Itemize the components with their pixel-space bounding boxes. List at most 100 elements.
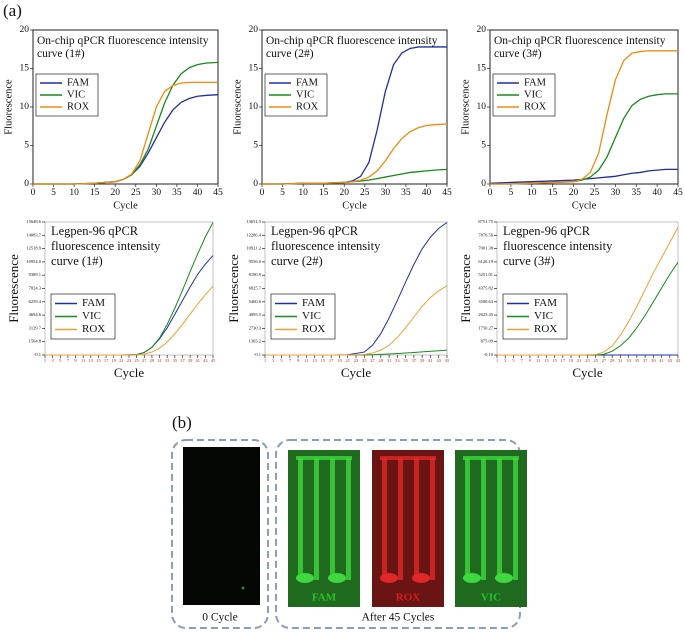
y-tick-label: 15648.6 bbox=[26, 219, 41, 224]
y-tick-label: 875.09 bbox=[481, 339, 494, 344]
x-tick-label: 27 bbox=[602, 358, 607, 363]
x-tick-label: 11 bbox=[536, 358, 540, 363]
image-caption: 0 Cycle bbox=[202, 612, 237, 624]
x-axis-label: Cycle bbox=[572, 365, 603, 380]
x-tick-label: 40 bbox=[422, 188, 432, 198]
y-tick-label: 1564.8 bbox=[29, 339, 42, 344]
x-axis-label: Cycle bbox=[113, 200, 138, 211]
chart: -0.1 1365.2 2730.3 4095.5 5460.6 6825.7 8190.9… bbox=[226, 219, 450, 380]
chip-image bbox=[183, 447, 260, 605]
x-tick-label: 10 bbox=[298, 188, 308, 198]
x-tick-label: 45 bbox=[442, 188, 452, 198]
x-tick-label: 33 bbox=[165, 358, 170, 363]
y-tick-label: 5 bbox=[481, 141, 486, 151]
x-tick-label: 31 bbox=[618, 358, 623, 363]
channel bbox=[296, 456, 352, 460]
x-tick-label: 35 bbox=[172, 188, 182, 198]
x-tick-label: 35 bbox=[173, 358, 178, 363]
legend-label: VIC bbox=[296, 89, 314, 100]
panel-label: (a) bbox=[3, 1, 22, 20]
y-tick-label: 8190.9 bbox=[249, 272, 262, 277]
chart-title: Legpen-96 qPCR fluorescence intensity cu… bbox=[271, 224, 381, 268]
chart-title: On-chip qPCR fluorescence intensity curv… bbox=[37, 35, 209, 60]
x-tick-label: 30 bbox=[381, 188, 391, 198]
y-axis-label: Fluorescence bbox=[226, 254, 241, 323]
y-tick-label: 15 bbox=[477, 64, 487, 74]
x-tick-label: 11 bbox=[81, 358, 85, 363]
x-tick-label: 31 bbox=[387, 358, 392, 363]
x-tick-label: 19 bbox=[569, 358, 574, 363]
x-tick-label: 21 bbox=[577, 358, 582, 363]
legend-label: FAM bbox=[296, 77, 319, 88]
y-tick-label: 6126.19 bbox=[478, 259, 493, 264]
channel bbox=[430, 458, 435, 580]
series-line bbox=[262, 123, 448, 185]
x-tick-label: 35 bbox=[631, 188, 641, 198]
x-tick-label: 41 bbox=[428, 358, 433, 363]
y-tick-label: 0 bbox=[24, 179, 29, 189]
y-tick-label: 6259.4 bbox=[29, 299, 42, 304]
x-axis-label: Cycle bbox=[572, 200, 597, 211]
x-tick-label: 9 bbox=[297, 358, 300, 363]
legend-label: ROX bbox=[82, 323, 105, 335]
x-tick-label: 35 bbox=[403, 358, 408, 363]
y-axis-label: Fluorescence bbox=[232, 79, 243, 135]
y-tick-label: -0.1 bbox=[254, 352, 261, 357]
y-tick-label: 0 bbox=[253, 179, 258, 189]
x-tick-label: 31 bbox=[157, 358, 162, 363]
chart-title: Legpen-96 qPCR fluorescence intensity cu… bbox=[51, 224, 161, 268]
x-tick-label: 15 bbox=[321, 358, 326, 363]
chart: -0.10 875.09 1750.27 2625.45 3500.64 4375.82 5… bbox=[458, 219, 681, 380]
x-tick-label: 3 bbox=[272, 358, 275, 363]
x-tick-label: 10 bbox=[527, 188, 537, 198]
x-tick-label: 41 bbox=[195, 358, 200, 363]
x-tick-label: 3 bbox=[504, 358, 507, 363]
x-tick-label: 37 bbox=[412, 358, 417, 363]
channel bbox=[346, 458, 351, 580]
channel-end bbox=[412, 573, 430, 583]
legend-label: VIC bbox=[82, 310, 101, 322]
chart-title: On-chip qPCR fluorescence intensity curv… bbox=[494, 35, 666, 60]
x-axis-label: Cycle bbox=[341, 365, 372, 380]
y-tick-label: 5251.01 bbox=[478, 272, 493, 277]
x-tick-label: 45 bbox=[213, 188, 223, 198]
legend-label: VIC bbox=[302, 310, 321, 322]
y-tick-label: 4375.82 bbox=[478, 286, 493, 291]
channel-end bbox=[495, 573, 513, 583]
x-tick-label: 20 bbox=[339, 188, 349, 198]
x-tick-label: 35 bbox=[401, 188, 411, 198]
y-tick-label: 9556.0 bbox=[249, 259, 262, 264]
x-tick-label: 27 bbox=[142, 358, 147, 363]
y-tick-label: 13651.5 bbox=[246, 219, 261, 224]
image-caption: After 45 Cycles bbox=[362, 612, 435, 624]
x-tick-label: 39 bbox=[188, 358, 193, 363]
x-tick-label: 25 bbox=[362, 358, 367, 363]
channel bbox=[398, 458, 403, 580]
channel bbox=[513, 458, 518, 580]
y-tick-label: -0.1 bbox=[34, 352, 41, 357]
chart: 0 5 10 15 20 0 5 10 15 20 25 30 35 40 45 Cycle Fluoresce… bbox=[460, 25, 683, 211]
x-tick-label: 45 bbox=[445, 358, 450, 363]
y-tick-label: 3129.7 bbox=[29, 325, 42, 330]
chart-title: On-chip qPCR fluorescence intensity curv… bbox=[266, 35, 438, 60]
channel-label: VIC bbox=[481, 592, 501, 604]
x-tick-label: 45 bbox=[673, 188, 683, 198]
x-tick-label: 23 bbox=[127, 358, 132, 363]
x-tick-label: 29 bbox=[150, 358, 155, 363]
x-tick-label: 39 bbox=[651, 358, 656, 363]
channel bbox=[314, 458, 319, 580]
x-tick-label: 1 bbox=[496, 358, 498, 363]
channel bbox=[481, 458, 486, 580]
x-tick-label: 10 bbox=[69, 188, 79, 198]
x-tick-label: 15 bbox=[96, 358, 101, 363]
x-tick-label: 1 bbox=[44, 358, 46, 363]
series-line bbox=[33, 81, 218, 185]
x-tick-label: 23 bbox=[585, 358, 590, 363]
dashed-frame bbox=[275, 439, 521, 629]
channel bbox=[380, 456, 436, 460]
x-tick-label: 29 bbox=[379, 358, 384, 363]
x-tick-label: 7 bbox=[67, 358, 70, 363]
channel bbox=[463, 456, 519, 460]
legend-label: ROX bbox=[302, 323, 325, 335]
